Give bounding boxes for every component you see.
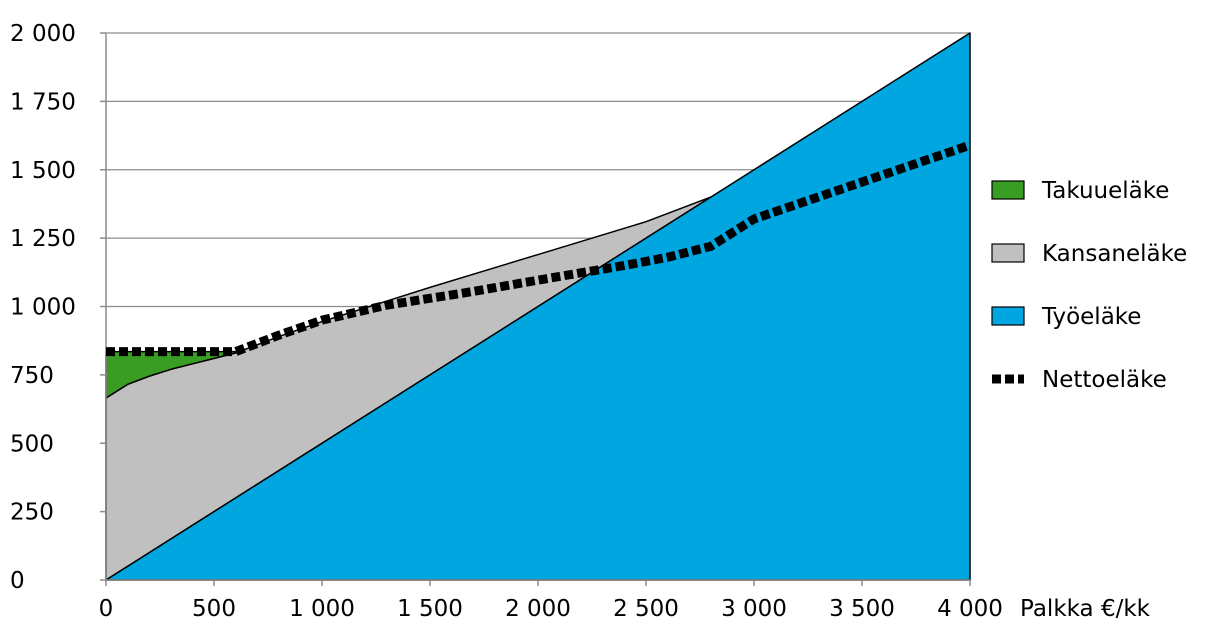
legend: Takuueläke Kansaneläke Työeläke Nettoeläke <box>991 178 1187 393</box>
line-nettoeläke <box>106 140 972 357</box>
legend-swatch-kansaneläke <box>991 243 1025 263</box>
x-tick-label-3: 1 500 <box>397 596 463 622</box>
y-tick-label-8: 2 000 <box>10 21 76 47</box>
tick-labels: 0 500 1 000 1 500 2 000 2 500 3 000 3 500 4 000 0… <box>10 21 1003 622</box>
x-tick-label-4: 2 000 <box>505 596 571 622</box>
y-tick-label-4: 1 000 <box>10 295 76 321</box>
legend-label-takuueläke: Takuueläke <box>1041 178 1169 204</box>
axes <box>100 32 971 586</box>
legend-label-kansaneläke: Kansaneläke <box>1042 241 1187 267</box>
y-tick-label-5: 1 250 <box>10 226 76 252</box>
y-tick-label-6: 1 500 <box>10 158 76 184</box>
y-tick-label-3: 750 <box>10 363 54 389</box>
y-tick-label-0: 0 <box>10 568 25 594</box>
x-tick-label-6: 3 000 <box>721 596 787 622</box>
legend-label-työeläke: Työeläke <box>1041 304 1141 330</box>
x-tick-label-5: 2 500 <box>613 596 679 622</box>
x-axis-title: Palkka €/kk <box>1020 596 1151 622</box>
x-tick-label-2: 1 000 <box>289 596 355 622</box>
y-tick-label-7: 1 750 <box>10 89 76 115</box>
y-tick-label-1: 250 <box>10 500 54 526</box>
x-tick-label-7: 3 500 <box>829 596 895 622</box>
line-series <box>106 140 972 357</box>
x-tick-label-0: 0 <box>99 596 114 622</box>
legend-swatch-takuueläke <box>991 180 1025 200</box>
legend-swatch-työeläke <box>991 306 1025 326</box>
x-tick-label-1: 500 <box>192 596 236 622</box>
x-tick-label-8: 4 000 <box>937 596 1003 622</box>
legend-label-nettoeläke: Nettoeläke <box>1042 367 1167 393</box>
y-tick-label-2: 500 <box>10 431 54 457</box>
